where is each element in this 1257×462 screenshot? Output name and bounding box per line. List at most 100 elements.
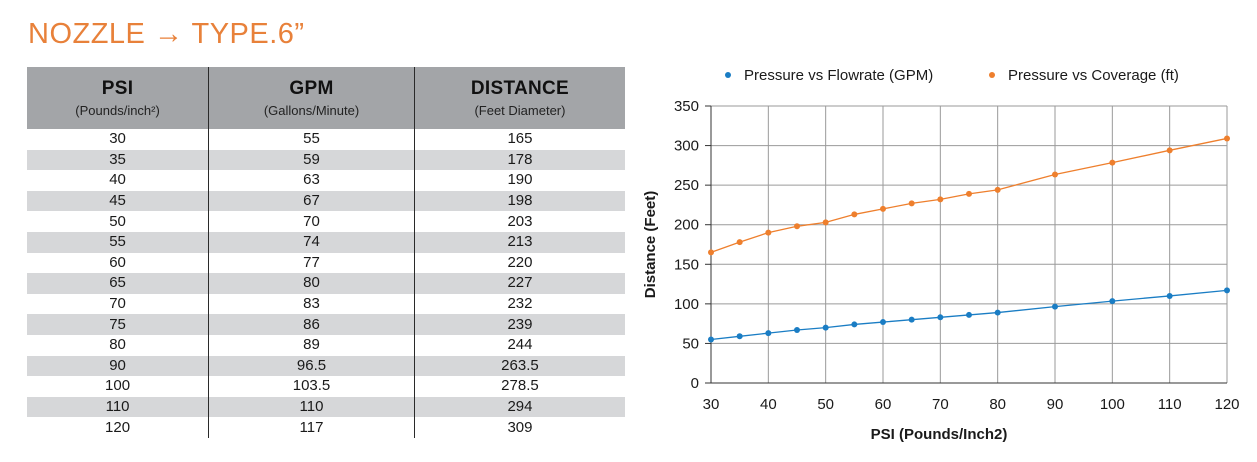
data-point-series-0 bbox=[822, 324, 829, 331]
table-row: 35 59 178 bbox=[27, 149, 625, 171]
table-row: 90 96.5 263.5 bbox=[27, 355, 625, 377]
cell-psi: 60 bbox=[27, 252, 209, 274]
cell-distance: 203 bbox=[413, 211, 625, 232]
data-point-series-0 bbox=[851, 321, 858, 328]
x-tick-label: 60 bbox=[875, 396, 892, 413]
x-tick-label: 100 bbox=[1100, 396, 1125, 413]
data-point-series-1 bbox=[1052, 171, 1058, 178]
data-point-series-0 bbox=[994, 309, 1001, 316]
data-point-series-0 bbox=[1166, 292, 1173, 299]
table-row: 55 74 213 bbox=[27, 231, 625, 253]
data-point-series-1 bbox=[765, 229, 772, 236]
x-tick-label: 40 bbox=[760, 396, 777, 413]
cell-distance: 227 bbox=[413, 273, 625, 294]
x-tick-label: 80 bbox=[989, 396, 1006, 413]
cell-psi: 40 bbox=[27, 170, 209, 191]
cell-distance: 232 bbox=[413, 293, 625, 315]
table-row: 50 70 203 bbox=[27, 211, 625, 232]
data-point-series-0 bbox=[1224, 287, 1230, 294]
table-row: 40 63 190 bbox=[27, 170, 625, 191]
cell-psi: 70 bbox=[27, 293, 209, 315]
cell-psi: 75 bbox=[27, 314, 209, 335]
cell-psi: 30 bbox=[27, 129, 209, 150]
x-tick-label: 90 bbox=[1047, 396, 1064, 413]
data-point-series-1 bbox=[1224, 135, 1230, 142]
cell-gpm: 86 bbox=[208, 314, 415, 335]
cell-psi: 50 bbox=[27, 211, 209, 232]
y-tick-label: 100 bbox=[674, 296, 699, 313]
data-point-series-1 bbox=[908, 200, 915, 207]
cell-distance: 309 bbox=[413, 417, 625, 438]
table-row: 30 55 165 bbox=[27, 129, 625, 150]
cell-distance: 263.5 bbox=[413, 355, 625, 377]
header-sub: (Feet Diameter) bbox=[474, 103, 566, 118]
header-psi: PSI (Pounds/inch²) bbox=[27, 67, 209, 129]
table-row: 120 117 309 bbox=[27, 417, 625, 438]
y-tick-label: 0 bbox=[691, 375, 699, 392]
cell-distance: 220 bbox=[413, 252, 625, 274]
cell-distance: 178 bbox=[413, 149, 625, 171]
pressure-chart: 30 40 50 60 70 80 90 100 110 120 0 50 100 150 200 250 30… bbox=[642, 67, 1240, 443]
y-tick-label: 250 bbox=[674, 177, 699, 194]
data-point-series-1 bbox=[937, 196, 944, 203]
header-main: GPM bbox=[289, 78, 334, 99]
data-point-series-0 bbox=[937, 314, 944, 321]
cell-gpm: 77 bbox=[208, 252, 415, 274]
cell-gpm: 74 bbox=[208, 231, 415, 253]
cell-gpm: 70 bbox=[208, 211, 415, 232]
data-point-series-1 bbox=[851, 211, 858, 218]
table-row: 45 67 198 bbox=[27, 190, 625, 212]
y-tick-label: 50 bbox=[682, 335, 699, 352]
header-sub: (Gallons/Minute) bbox=[263, 103, 360, 118]
data-point-series-1 bbox=[966, 190, 972, 197]
data-point-series-0 bbox=[765, 330, 772, 337]
table-body: 30 55 165 35 59 178 40 63 190 45 67 198 50 70 203 55 74 2… bbox=[27, 129, 625, 438]
table-header-row: PSI (Pounds/inch²) GPM (Gallons/Minute) … bbox=[27, 67, 625, 129]
data-point-series-1 bbox=[994, 186, 1001, 193]
x-tick-label: 30 bbox=[703, 396, 720, 413]
data-point-series-1 bbox=[736, 239, 743, 246]
cell-distance: 213 bbox=[413, 231, 625, 253]
cell-psi: 35 bbox=[27, 149, 209, 171]
cell-psi: 65 bbox=[27, 273, 209, 294]
data-point-series-0 bbox=[794, 326, 800, 333]
y-tick-label: 150 bbox=[674, 256, 699, 273]
cell-gpm: 110 bbox=[208, 396, 415, 418]
cell-distance: 278.5 bbox=[413, 376, 625, 397]
cell-psi: 80 bbox=[27, 334, 209, 356]
cell-psi: 110 bbox=[27, 396, 209, 418]
cell-gpm: 89 bbox=[208, 334, 415, 356]
table-row: 70 83 232 bbox=[27, 293, 625, 315]
data-point-series-1 bbox=[1166, 147, 1173, 154]
y-axis-label: Distance (Feet) bbox=[642, 191, 659, 299]
cell-gpm: 80 bbox=[208, 273, 415, 294]
data-point-series-0 bbox=[708, 336, 714, 343]
data-point-series-1 bbox=[822, 219, 829, 226]
x-axis-label: PSI (Pounds/Inch2) bbox=[871, 426, 1008, 443]
y-tick-label: 300 bbox=[674, 138, 699, 155]
cell-gpm: 103.5 bbox=[208, 376, 415, 397]
data-point-series-1 bbox=[708, 249, 714, 256]
cell-distance: 165 bbox=[413, 129, 625, 150]
header-main: DISTANCE bbox=[470, 78, 569, 99]
cell-distance: 198 bbox=[413, 190, 625, 212]
x-tick-label: 70 bbox=[932, 396, 949, 413]
y-tick-label: 200 bbox=[674, 217, 699, 234]
cell-psi: 55 bbox=[27, 231, 209, 253]
legend-label: Pressure vs Flowrate (GPM) bbox=[744, 67, 933, 84]
header-gpm: GPM (Gallons/Minute) bbox=[208, 67, 415, 129]
cell-distance: 190 bbox=[413, 170, 625, 191]
legend-label: Pressure vs Coverage (ft) bbox=[1008, 67, 1179, 84]
cell-gpm: 117 bbox=[208, 417, 415, 438]
data-point-series-0 bbox=[736, 333, 743, 340]
cell-gpm: 59 bbox=[208, 149, 415, 171]
table-row: 60 77 220 bbox=[27, 252, 625, 274]
data-point-series-1 bbox=[1109, 159, 1116, 166]
cell-gpm: 63 bbox=[208, 170, 415, 191]
header-sub: (Pounds/inch²) bbox=[75, 103, 160, 118]
data-point-series-0 bbox=[966, 311, 972, 318]
data-point-series-0 bbox=[1052, 303, 1058, 310]
cell-distance: 239 bbox=[413, 314, 625, 335]
x-tick-label: 120 bbox=[1214, 396, 1239, 413]
data-point-series-1 bbox=[880, 205, 886, 212]
